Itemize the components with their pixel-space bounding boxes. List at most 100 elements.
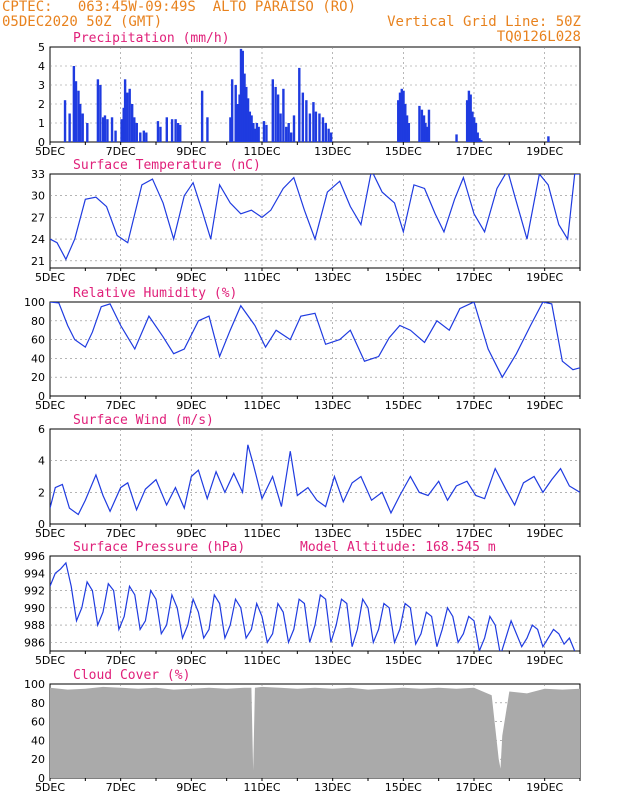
panel-6-xtick-label: 17DEC [455, 781, 492, 794]
panel-1-bar [318, 113, 321, 142]
panel-1-bar [420, 109, 424, 142]
panel-1-bar [397, 100, 400, 142]
panel-2-ytick-label: 24 [31, 233, 45, 246]
panel-6-xtick-label: 11DEC [243, 781, 280, 794]
panel-2-xtick-label: 19DEC [526, 271, 563, 284]
header-line1-left: CPTEC: 063:45W-09:49S ALTO PARAISO (RO) [2, 0, 357, 15]
panel-1-bar [400, 88, 403, 142]
panel-2-series-line [50, 174, 580, 261]
panel-1-bar [74, 81, 78, 142]
panel-2-ytick-label: 33 [31, 168, 45, 181]
panel-5-xtick-label: 11DEC [243, 654, 280, 667]
panel-5-xtick-label: 5DEC [35, 654, 65, 667]
panel-1-bar [285, 126, 288, 142]
panel-1-bar [114, 130, 117, 142]
panel-1-bar [329, 132, 333, 142]
panel-5-frame [49, 555, 581, 652]
panel-5-xtick-label: 7DEC [106, 654, 136, 667]
panel-3-ytick-label: 100 [24, 296, 45, 309]
panel-1-bar [480, 140, 483, 142]
panel-1-bar [478, 138, 481, 142]
panel-1-bar [99, 85, 102, 142]
panel-3-xtick-label: 13DEC [314, 399, 351, 412]
panel-3-xtick-label: 19DEC [526, 399, 563, 412]
panel-1-bar [236, 104, 239, 142]
header-line2-right: TQ0126L028 [496, 29, 581, 45]
panel-1-bar [287, 123, 290, 142]
panel-6-area [50, 686, 580, 778]
panel-1-bar [308, 113, 312, 142]
panel-5-xtick-label: 17DEC [455, 654, 492, 667]
panel-3-ytick-label: 60 [31, 334, 45, 347]
panel-1-bar [422, 115, 426, 142]
panel-1-bar [274, 86, 277, 142]
panel-1-bar [179, 124, 182, 142]
panel-3-xtick-label: 5DEC [35, 399, 65, 412]
panel-2-ytick-label: 30 [31, 190, 45, 203]
panel-1-xtick-label: 17DEC [455, 145, 492, 158]
panel-1-bar [174, 119, 177, 142]
panel-1-bar [68, 113, 71, 142]
panel-3-ytick-label: 0 [38, 390, 45, 403]
panel-1-xtick-label: 5DEC [35, 145, 65, 158]
panel-3-ytick-label: 80 [31, 315, 45, 328]
panel-1-bar [96, 79, 100, 142]
panel-1-bar [289, 132, 293, 142]
panel-1-xtick-label: 13DEC [314, 145, 351, 158]
panel-3-xtick-label: 17DEC [455, 399, 492, 412]
panel-1-bar [106, 119, 109, 142]
panel-1-bar [298, 67, 301, 142]
panel-1-bar [248, 111, 252, 142]
panel-1-bar [271, 79, 274, 142]
panel-1-bar [239, 48, 243, 142]
panel-6-xtick-label: 5DEC [35, 781, 65, 794]
panel-1-bar [156, 121, 160, 142]
panel-1-bar [133, 117, 136, 142]
panel-1-bar [102, 117, 105, 142]
panel-1-xtick-label: 19DEC [526, 145, 563, 158]
panel-2-title: Surface Temperature (nC) [73, 158, 261, 173]
panel-2-xtick-label: 17DEC [455, 271, 492, 284]
panel-1-bar [110, 117, 114, 142]
panel-1-bar [404, 104, 407, 142]
panel-1-bar [324, 123, 327, 142]
panel-1-bar [159, 126, 162, 142]
panel-3-xtick-label: 7DEC [106, 399, 136, 412]
panel-4-ytick-label: 4 [38, 455, 45, 468]
panel-1-ytick-label: 4 [38, 60, 45, 73]
panel-3-ytick-label: 20 [31, 371, 45, 384]
panel-6-ytick-label: 100 [24, 678, 45, 691]
panel-3-frame [49, 301, 581, 397]
panel-1-bar [471, 111, 474, 142]
panel-2-frame [49, 173, 581, 269]
panel-1-bar [79, 104, 82, 142]
panel-6-ytick-label: 60 [31, 716, 45, 729]
panel-2-ytick-label: 21 [31, 255, 45, 268]
panel-1-title: Precipitation (mm/h) [73, 31, 230, 46]
panel-6-ytick-label: 20 [31, 753, 45, 766]
panel-1-bar [139, 132, 142, 142]
panel-1-bar [424, 123, 427, 142]
panel-1-bar [135, 123, 138, 142]
panel-6-ytick-label: 80 [31, 697, 45, 710]
panel-1-ytick-label: 5 [38, 41, 45, 54]
panel-1-bar [305, 100, 308, 142]
panel-1-bar [72, 66, 76, 142]
panel-1-xtick-label: 9DEC [176, 145, 206, 158]
panel-1-bar [142, 130, 146, 142]
panel-1-bar [301, 92, 305, 142]
panel-1-bar [473, 117, 476, 142]
panel-1-bar [120, 119, 123, 142]
panel-4-xtick-label: 17DEC [455, 527, 492, 540]
panel-3-title: Relative Humidity (%) [73, 286, 237, 301]
panel-1-bar [229, 117, 232, 142]
panel-1-bar [243, 73, 246, 142]
panel-1-bar [312, 102, 315, 142]
panel-4-ytick-label: 2 [38, 486, 45, 499]
panel-1-bar [257, 126, 260, 142]
panel-1-bar [469, 94, 472, 142]
panel-5-ytick-label: 996 [24, 550, 45, 563]
panel-1-xtick-label: 11DEC [243, 145, 280, 158]
panel-2-xtick-label: 7DEC [106, 271, 136, 284]
panel-1-bar [206, 117, 209, 142]
